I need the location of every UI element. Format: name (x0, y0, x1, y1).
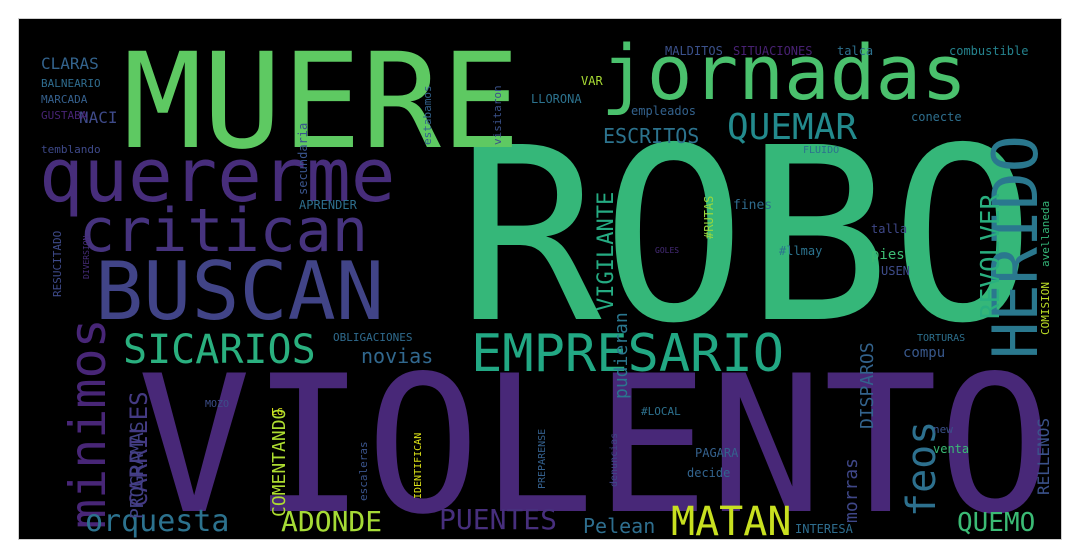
word-pies: pies (871, 247, 905, 263)
word-situaciones: SITUACIONES (733, 44, 812, 58)
word-quemar: QUEMAR (727, 107, 857, 148)
word-muere: MUERE (123, 25, 520, 179)
word-lg: LG (271, 407, 283, 418)
word-usen: USEN (881, 264, 910, 278)
word-compu: compu (903, 345, 945, 361)
word-venta: venta (933, 442, 969, 456)
word-avellaneda: avellaneda (1039, 201, 1052, 267)
word-escritos: ESCRITOS (603, 124, 699, 148)
word-buscan: BUSCAN (95, 245, 384, 338)
word-naci: NACI (79, 108, 118, 127)
word-carriles: CARRILES (125, 391, 153, 507)
word-mozo: MOZO (205, 399, 229, 410)
word-var: VAR (581, 74, 603, 88)
word-denuncias: denuncias (609, 433, 620, 487)
word-empresario: EMPRESARIO (471, 324, 784, 384)
word-morras: morras (841, 458, 862, 523)
word-comision: COMISION (1039, 282, 1052, 335)
word-gustaba: GUSTABA (41, 109, 88, 122)
word-secundaria: secundaria (296, 123, 310, 195)
word-programas: PROGRAMAS (127, 421, 148, 519)
word-obligaciones: OBLIGACIONES (333, 331, 412, 344)
word-cloud-frame: ROBO VIOLENTO MUERE jornadas quererme BUSCAN c… (18, 18, 1062, 540)
word-minimos: minimos (59, 318, 117, 529)
word-quererme: quererme (39, 133, 395, 219)
word-preparense: PREPARENSE (537, 429, 548, 489)
word-rutas: #RUTAS (702, 196, 716, 239)
word-llmay: #llmay (779, 244, 822, 258)
word-balneario: BALNEARIO (41, 77, 101, 90)
word-puentes: PUENTES (439, 503, 557, 536)
word-comentando: COMENTANDO (269, 409, 290, 517)
word-revolver: REVOLVER (976, 193, 1006, 319)
word-herido: HERIDO (979, 135, 1052, 359)
word-critican: critican (79, 196, 368, 266)
word-estabamos: estabamos (421, 85, 434, 145)
word-resucitado: RESUCITADO (51, 231, 64, 297)
word-llorona: LLORONA (531, 92, 582, 106)
word-quemo: QUEMO (957, 508, 1035, 538)
word-robo: ROBO (457, 96, 1035, 376)
word-sicarios: SICARIOS (123, 327, 316, 373)
word-diversion: DIVERSION (82, 235, 91, 279)
word-novias: novias (361, 344, 433, 368)
word-interesa: INTERESA (795, 522, 854, 536)
word-combustible: combustible (949, 44, 1028, 58)
word-fines: fines (733, 198, 772, 213)
word-goles: GOLES (655, 246, 679, 255)
word-visitaron: visitaron (491, 85, 504, 145)
word-orquesta: orquesta (85, 504, 230, 539)
word-rellenos: RELLENOS (1034, 418, 1053, 495)
word-empleados: empleados (631, 104, 696, 118)
word-local: #LOCAL (641, 405, 681, 418)
word-disparos: DISPAROS (857, 342, 878, 429)
word-matan: MATAN (671, 499, 791, 539)
word-feos: feos (899, 421, 945, 517)
word-conecte: conecte (911, 110, 962, 124)
word-violento: VIOLENTO (137, 335, 1052, 539)
word-marcada: MARCADA (41, 93, 88, 106)
word-decide: decide (687, 466, 730, 480)
word-torturas: TORTURAS (917, 333, 965, 344)
word-new: new (933, 423, 953, 436)
word-claras: CLARAS (41, 54, 99, 73)
word-identifican: IDENTIFICAN (413, 433, 424, 499)
word-vigilante: VIGILANTE (594, 192, 619, 311)
word-pudieran: pudieran (611, 312, 632, 399)
word-malditos: MALDITOS (665, 44, 723, 58)
word-pagara: PAGARA (695, 446, 739, 460)
word-escaleras: escaleras (357, 441, 370, 501)
word-adonde: ADONDE (281, 505, 382, 538)
word-talla: talla (871, 222, 907, 236)
word-pelean: Pelean (583, 514, 655, 538)
word-aprender: APRENDER (299, 198, 358, 212)
word-jornadas: jornadas (601, 28, 967, 117)
word-temblando: temblando (41, 143, 101, 156)
word-talca: talca (837, 44, 873, 58)
word-fluido: FLUIDO (803, 145, 839, 156)
